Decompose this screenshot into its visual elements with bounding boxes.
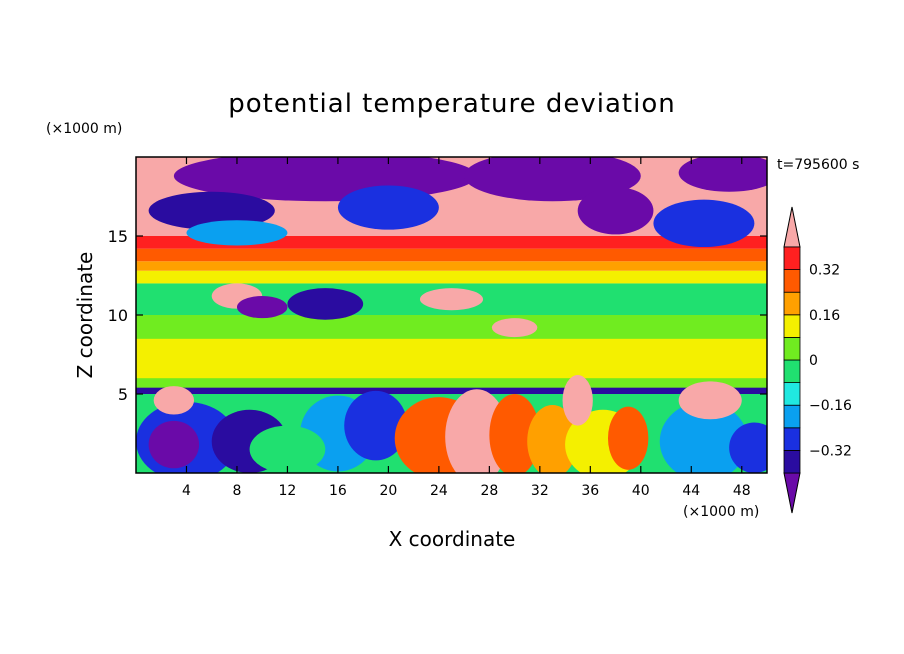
contour-blob bbox=[562, 375, 593, 426]
colorbar-band bbox=[783, 246, 801, 271]
x-tick-label: 48 bbox=[733, 483, 751, 499]
y-axis: 5 10 15 bbox=[108, 227, 767, 404]
contour-blob bbox=[148, 420, 200, 469]
x-tick-label: 16 bbox=[329, 483, 347, 499]
y-tick-label: 10 bbox=[108, 306, 128, 325]
colorbar-band bbox=[783, 449, 801, 474]
colorbar-band bbox=[783, 359, 801, 384]
colorbar: 0.32 0.16 0 −0.16 −0.32 bbox=[783, 206, 852, 514]
contour-blob bbox=[337, 185, 439, 230]
x-tick-label: 4 bbox=[182, 483, 191, 499]
colorbar-tick-label: −0.16 bbox=[809, 398, 852, 414]
contour-blob bbox=[653, 199, 755, 248]
x-tick-label: 8 bbox=[232, 483, 241, 499]
contour-blob bbox=[527, 405, 578, 473]
colorbar-band bbox=[783, 291, 801, 316]
x-tick-label: 20 bbox=[379, 483, 397, 499]
contour-blob bbox=[419, 288, 484, 311]
chart-title: potential temperature deviation bbox=[228, 89, 675, 119]
colorbar-band bbox=[783, 404, 801, 429]
contour-blob bbox=[344, 390, 408, 461]
x-tick-label: 32 bbox=[531, 483, 549, 499]
y-unit-label: (×1000 m) bbox=[46, 121, 122, 137]
contour-blob bbox=[186, 220, 288, 246]
contour-blob bbox=[249, 425, 326, 473]
time-label: t=795600 s bbox=[777, 157, 859, 173]
colorbar-band bbox=[783, 269, 801, 293]
contour-fill bbox=[136, 236, 767, 249]
contour-fill bbox=[136, 387, 767, 394]
contour-fill bbox=[136, 261, 767, 271]
colorbar-tick-label: 0.32 bbox=[809, 263, 840, 279]
contour-blob bbox=[678, 381, 742, 420]
colorbar-tick-label: −0.32 bbox=[809, 443, 852, 459]
contour-blob bbox=[287, 288, 364, 320]
contour-fill bbox=[136, 248, 767, 262]
colorbar-min-triangle bbox=[783, 472, 801, 514]
x-axis-label: X coordinate bbox=[389, 527, 516, 551]
contour-blob bbox=[678, 157, 767, 192]
contour-blob bbox=[236, 296, 288, 319]
x-unit-label: (×1000 m) bbox=[683, 504, 759, 520]
contour-blob bbox=[659, 401, 749, 473]
contour-fill bbox=[136, 270, 767, 284]
x-axis: 4 8 12 16 20 24 28 32 36 40 44 48 bbox=[182, 157, 751, 499]
x-tick-label: 28 bbox=[480, 483, 498, 499]
colorbar-tick-label: 0.16 bbox=[809, 308, 840, 324]
contour-blob bbox=[148, 191, 275, 230]
contour-fill bbox=[136, 315, 767, 339]
contour-blob bbox=[489, 394, 540, 473]
contour-blob bbox=[153, 386, 195, 415]
x-tick-label: 12 bbox=[279, 483, 297, 499]
contour-blob bbox=[464, 157, 641, 202]
contour-blob bbox=[729, 422, 767, 473]
x-tick-label: 36 bbox=[581, 483, 599, 499]
plot-area bbox=[135, 156, 768, 474]
colorbar-band bbox=[783, 427, 801, 451]
colorbar-band bbox=[783, 382, 801, 406]
contour-blob bbox=[577, 187, 654, 235]
x-tick-label: 44 bbox=[682, 483, 700, 499]
colorbar-tick-label: 0 bbox=[809, 353, 818, 369]
colorbar-max-triangle bbox=[783, 206, 801, 248]
contour-blob bbox=[607, 406, 649, 470]
contour-blob bbox=[491, 318, 538, 338]
x-tick-label: 24 bbox=[430, 483, 448, 499]
y-axis-label: Z coordinate bbox=[73, 252, 97, 379]
y-tick-label: 5 bbox=[118, 385, 128, 404]
colorbar-band bbox=[783, 314, 801, 338]
colorbar-band bbox=[783, 336, 801, 361]
y-tick-label: 15 bbox=[108, 227, 128, 246]
x-tick-label: 40 bbox=[632, 483, 650, 499]
contour-fill bbox=[136, 338, 767, 379]
